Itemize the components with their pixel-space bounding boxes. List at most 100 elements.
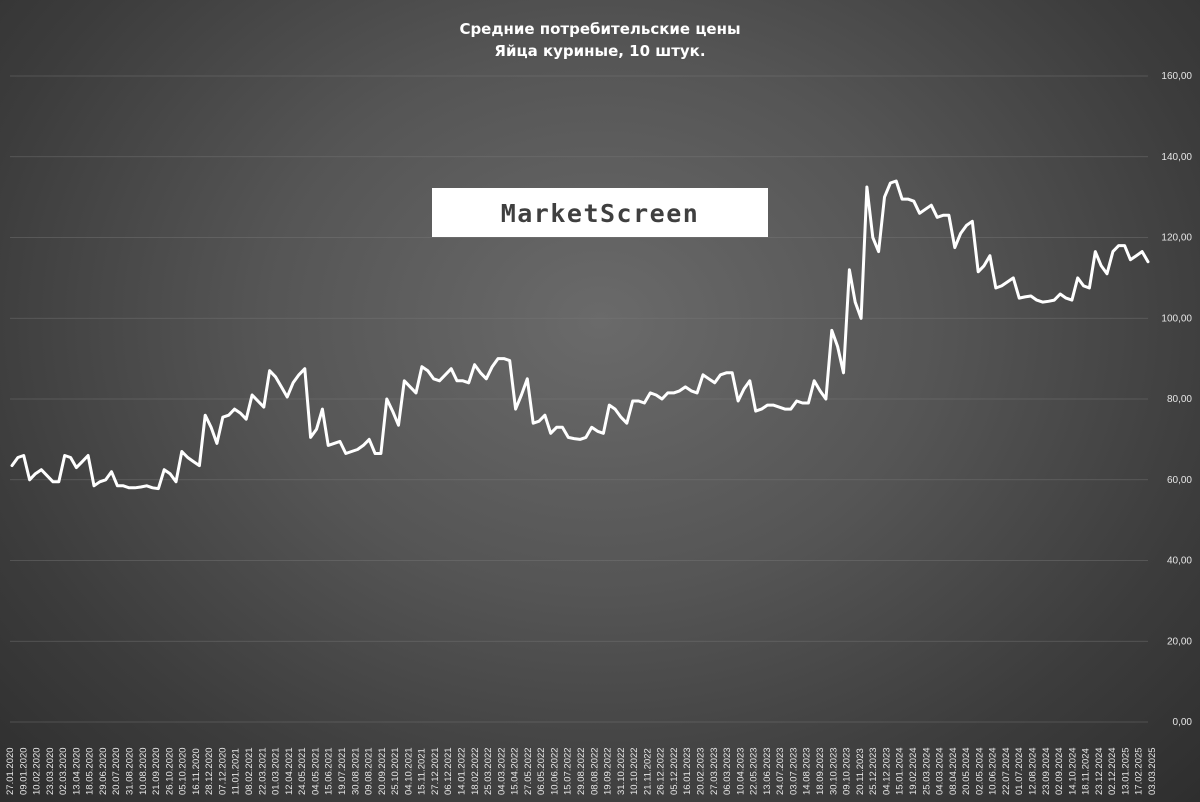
x-tick-label: 26.12.2022 xyxy=(656,747,667,795)
x-tick-label: 27.01.2020 xyxy=(5,747,16,795)
x-tick-label: 10.10.2022 xyxy=(629,747,640,795)
x-tick-label: 02.12.2024 xyxy=(1107,747,1118,795)
x-tick-label: 06.05.2022 xyxy=(536,747,547,795)
x-tick-label: 25.03.2024 xyxy=(921,747,932,795)
x-tick-label: 17.02.2025 xyxy=(1134,747,1145,795)
x-tick-label: 05.10.2020 xyxy=(178,747,189,795)
x-tick-label: 14.10.2024 xyxy=(1067,747,1078,795)
x-tick-label: 16.11.2020 xyxy=(191,748,202,795)
y-tick-label: 100,00 xyxy=(1161,313,1192,324)
x-tick-label: 08.02.2021 xyxy=(244,747,255,795)
x-tick-label: 31.10.2022 xyxy=(616,747,627,795)
x-tick-label: 10.04.2023 xyxy=(735,747,746,795)
x-tick-label: 18.09.2023 xyxy=(815,747,826,795)
x-tick-label: 09.08.2021 xyxy=(364,747,375,795)
y-tick-label: 60,00 xyxy=(1167,475,1192,486)
x-tick-label: 28.12.2020 xyxy=(204,747,215,795)
x-tick-label: 25.10.2021 xyxy=(390,747,401,795)
x-tick-label: 16.01.2023 xyxy=(682,747,693,795)
y-axis-ticks: 0,00 20,00 40,00 60,00 80,00 100,00 120,00 140,… xyxy=(1161,71,1192,728)
y-tick-label: 160,00 xyxy=(1161,71,1192,82)
gridlines xyxy=(10,75,1148,723)
x-tick-label: 30.08.2021 xyxy=(350,747,361,795)
x-tick-label: 03.03.2025 xyxy=(1147,747,1158,795)
x-tick-label: 25.03.2022 xyxy=(483,747,494,795)
x-tick-label: 04.10.2021 xyxy=(403,747,414,795)
watermark-logo: MarketScreen xyxy=(432,188,768,237)
x-tick-label: 27.12.2021 xyxy=(430,747,441,795)
x-tick-label: 29.06.2020 xyxy=(98,747,109,795)
x-tick-label: 12.08.2024 xyxy=(1027,747,1038,795)
x-tick-label: 24.07.2023 xyxy=(775,747,786,795)
x-tick-label: 10.02.2020 xyxy=(32,747,43,795)
x-tick-label: 18.11.2024 xyxy=(1081,748,1092,795)
x-tick-label: 06.03.2023 xyxy=(722,747,733,795)
x-tick-label: 12.04.2021 xyxy=(284,747,295,795)
x-tick-label: 02.05.2024 xyxy=(974,747,985,795)
x-tick-label: 18.05.2020 xyxy=(85,747,96,795)
x-tick-label: 27.05.2022 xyxy=(523,747,534,795)
x-tick-label: 23.12.2024 xyxy=(1094,747,1105,795)
series-line-eggs-price xyxy=(10,179,1150,491)
x-tick-label: 10.08.2020 xyxy=(138,747,149,795)
chart-title-line-2: Яйца куриные, 10 штук. xyxy=(494,42,705,60)
x-tick-label: 02.03.2020 xyxy=(58,747,69,795)
x-tick-label: 10.06.2022 xyxy=(549,747,560,795)
x-tick-label: 25.12.2023 xyxy=(868,747,879,795)
x-tick-label: 29.08.2022 xyxy=(576,747,587,795)
x-tick-label: 11.01.2021 xyxy=(231,748,242,795)
y-tick-label: 80,00 xyxy=(1167,394,1192,405)
x-tick-label: 19.09.2022 xyxy=(603,747,614,795)
x-tick-label: 20.11.2023 xyxy=(855,748,866,795)
x-tick-label: 06.12.2021 xyxy=(443,747,454,795)
x-tick-label: 21.09.2020 xyxy=(151,747,162,795)
x-tick-label: 23.09.2024 xyxy=(1041,747,1052,795)
x-tick-label: 21.11.2022 xyxy=(642,748,653,795)
x-tick-label: 10.06.2024 xyxy=(988,747,999,795)
x-tick-label: 31.08.2020 xyxy=(125,747,136,795)
x-tick-label: 07.12.2020 xyxy=(217,747,228,795)
series-line xyxy=(10,179,1150,491)
x-tick-label: 13.06.2023 xyxy=(762,747,773,795)
y-tick-label: 140,00 xyxy=(1161,152,1192,163)
x-tick-label: 20.07.2020 xyxy=(111,747,122,795)
y-tick-label: 0,00 xyxy=(1173,717,1193,728)
x-tick-label: 15.01.2024 xyxy=(895,747,906,795)
x-axis-ticks: 27.01.2020 09.01.2020 10.02.2020 23.03.2020… xyxy=(5,747,1158,795)
watermark-box xyxy=(432,188,768,237)
x-tick-label: 13.01.2025 xyxy=(1120,747,1131,795)
x-tick-label: 15.07.2022 xyxy=(563,747,574,795)
x-tick-label: 24.05.2021 xyxy=(297,747,308,795)
x-tick-label: 09.01.2020 xyxy=(18,747,29,795)
x-tick-label: 09.10.2023 xyxy=(842,747,853,795)
x-tick-label: 01.07.2024 xyxy=(1014,747,1025,795)
chart-title: Средние потребительские цены Яйца курины… xyxy=(459,20,740,60)
x-tick-label: 18.02.2022 xyxy=(470,747,481,795)
x-tick-label: 20.09.2021 xyxy=(377,747,388,795)
y-tick-label: 40,00 xyxy=(1167,556,1192,567)
x-tick-label: 13.04.2020 xyxy=(71,747,82,795)
x-tick-label: 08.08.2022 xyxy=(589,747,600,795)
x-tick-label: 04.12.2023 xyxy=(881,747,892,795)
y-tick-label: 120,00 xyxy=(1161,233,1192,244)
x-tick-label: 15.06.2021 xyxy=(324,747,335,795)
x-tick-label: 15.11.2021 xyxy=(417,748,428,795)
x-tick-label: 05.12.2022 xyxy=(669,747,680,795)
x-tick-label: 01.03.2021 xyxy=(271,747,282,795)
x-tick-label: 15.04.2022 xyxy=(510,747,521,795)
x-tick-label: 04.03.2022 xyxy=(496,747,507,795)
x-tick-label: 14.01.2022 xyxy=(456,747,467,795)
x-tick-label: 02.09.2024 xyxy=(1054,747,1065,795)
x-tick-label: 30.10.2023 xyxy=(828,747,839,795)
x-tick-label: 27.03.2023 xyxy=(709,747,720,795)
x-tick-label: 20.05.2024 xyxy=(961,747,972,795)
x-tick-label: 19.07.2021 xyxy=(337,747,348,795)
x-tick-label: 08.04.2024 xyxy=(948,747,959,795)
x-tick-label: 22.05.2023 xyxy=(749,747,760,795)
x-tick-label: 22.03.2021 xyxy=(257,747,268,795)
watermark-text: MarketScreen xyxy=(501,199,700,228)
x-tick-label: 04.05.2021 xyxy=(310,747,321,795)
x-tick-label: 23.03.2020 xyxy=(45,747,56,795)
y-tick-label: 20,00 xyxy=(1167,636,1192,647)
